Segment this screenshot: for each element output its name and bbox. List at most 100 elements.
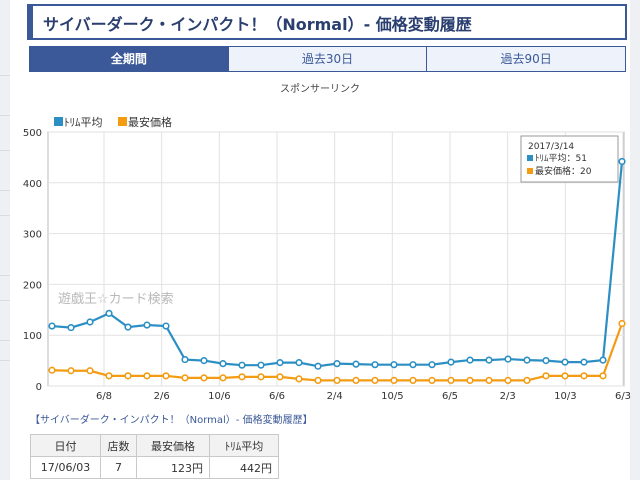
data-point-min-price[interactable] (409, 376, 417, 385)
data-point-trim-average[interactable] (200, 357, 208, 365)
data-point-trim-average[interactable] (504, 355, 512, 363)
data-point-trim-average[interactable] (86, 318, 94, 326)
data-point-trim-average[interactable] (371, 361, 379, 369)
period-tabs: 全期間 過去30日 過去90日 (29, 46, 627, 72)
chart-series (48, 157, 626, 385)
tooltip-trim-value: ﾄﾘﾑ平均：51 (535, 152, 587, 164)
chart-tooltip: 2017/3/14 ﾄﾘﾑ平均：51 最安価格：20 (520, 135, 619, 183)
data-point-min-price[interactable] (561, 372, 569, 380)
page-title: サイバーダーク・インパクト！（Normal）- 価格変動履歴 (43, 15, 472, 34)
data-point-min-price[interactable] (143, 372, 151, 380)
data-point-trim-average[interactable] (409, 361, 417, 369)
data-point-min-price[interactable] (48, 366, 56, 374)
tooltip-min-value: 最安価格：20 (535, 165, 592, 177)
data-point-trim-average[interactable] (447, 358, 455, 366)
column-header-shops: 店数 (100, 434, 137, 457)
data-point-min-price[interactable] (352, 376, 360, 385)
price-history-table: 日付 店数 最安価格 ﾄﾘﾑ平均 17/06/03 7 123円 442円 (30, 434, 279, 479)
data-point-min-price[interactable] (618, 319, 626, 328)
x-tick-label: 6/8 (96, 391, 112, 402)
data-point-min-price[interactable] (314, 376, 322, 385)
data-point-trim-average[interactable] (238, 361, 246, 369)
data-point-trim-average[interactable] (143, 321, 151, 329)
data-point-min-price[interactable] (86, 367, 94, 375)
tab-past-90-days[interactable]: 過去90日 (427, 46, 627, 72)
data-point-trim-average[interactable] (124, 323, 132, 331)
data-point-trim-average[interactable] (599, 356, 607, 364)
x-tick-label: 6/6 (269, 391, 285, 402)
x-tick-label: 10/5 (381, 391, 403, 402)
data-point-min-price[interactable] (485, 376, 493, 385)
legend-label-trim[interactable]: ﾄﾘﾑ平均 (64, 116, 103, 129)
x-tick-label: 2/3 (500, 391, 516, 402)
data-point-min-price[interactable] (523, 376, 531, 385)
data-point-min-price[interactable] (295, 375, 303, 383)
data-point-min-price[interactable] (105, 372, 113, 380)
data-point-min-price[interactable] (599, 372, 607, 380)
legend-swatch-trim (54, 117, 63, 126)
x-tick-label: 6/3 (615, 391, 631, 402)
tab-past-30-days[interactable]: 過去30日 (228, 46, 428, 72)
tooltip-swatch-trim (527, 155, 533, 161)
data-point-trim-average[interactable] (352, 360, 360, 368)
data-point-min-price[interactable] (333, 376, 341, 385)
data-point-trim-average[interactable] (523, 356, 531, 364)
tab-all-period[interactable]: 全期間 (29, 46, 229, 72)
x-tick-label: 6/5 (442, 391, 458, 402)
data-point-trim-average[interactable] (542, 357, 550, 365)
data-point-min-price[interactable] (276, 373, 284, 381)
data-point-trim-average[interactable] (618, 157, 626, 166)
sponsor-link-label: スポンサーリンク (280, 84, 360, 95)
data-point-min-price[interactable] (238, 373, 246, 381)
y-tick-label: 100 (23, 331, 42, 342)
data-point-trim-average[interactable] (162, 322, 170, 330)
data-point-min-price[interactable] (162, 372, 170, 380)
y-tick-label: 200 (23, 280, 42, 291)
data-point-min-price[interactable] (580, 372, 588, 380)
data-point-trim-average[interactable] (466, 356, 474, 364)
data-point-trim-average[interactable] (181, 355, 189, 364)
data-point-trim-average[interactable] (219, 360, 227, 368)
data-point-trim-average[interactable] (105, 309, 113, 317)
chart-legend: ﾄﾘﾑ平均 最安価格 (54, 115, 172, 129)
right-scrollbar-track[interactable] (630, 0, 640, 480)
data-point-min-price[interactable] (219, 374, 227, 382)
data-point-trim-average[interactable] (428, 361, 436, 369)
chart-gridlines (48, 131, 624, 387)
data-point-min-price[interactable] (181, 374, 189, 382)
data-point-min-price[interactable] (67, 367, 75, 375)
data-point-trim-average[interactable] (67, 323, 75, 332)
data-point-trim-average[interactable] (390, 361, 398, 369)
x-tick-label: 10/6 (208, 391, 230, 402)
data-point-min-price[interactable] (466, 376, 474, 385)
data-point-min-price[interactable] (390, 376, 398, 385)
tooltip-box (520, 135, 619, 183)
data-point-trim-average[interactable] (276, 359, 284, 367)
table-row: 17/06/03 7 123円 442円 (30, 456, 279, 479)
data-point-trim-average[interactable] (333, 360, 341, 368)
data-point-trim-average[interactable] (48, 322, 56, 330)
data-point-trim-average[interactable] (295, 359, 303, 367)
data-point-trim-average[interactable] (580, 358, 588, 366)
data-point-trim-average[interactable] (485, 356, 493, 364)
chart-caption: 【サイバーダーク・インパクト！（Normal）- 価格変動履歴】 (30, 415, 313, 426)
data-point-min-price[interactable] (124, 372, 132, 380)
data-point-min-price[interactable] (200, 374, 208, 382)
table-header-row: 日付 店数 最安価格 ﾄﾘﾑ平均 (30, 434, 279, 457)
data-point-min-price[interactable] (504, 376, 512, 385)
data-point-trim-average[interactable] (314, 362, 322, 370)
cell-trim-average: 442円 (209, 456, 279, 479)
column-header-min-price: 最安価格 (136, 434, 210, 457)
y-tick-label: 0 (36, 382, 42, 393)
x-tick-label: 2/6 (154, 391, 170, 402)
y-axis-tick-labels: 0 100 200 300 400 500 (23, 128, 42, 393)
data-point-min-price[interactable] (447, 376, 455, 385)
data-point-min-price[interactable] (257, 373, 265, 381)
data-point-min-price[interactable] (542, 372, 550, 380)
legend-label-min[interactable]: 最安価格 (128, 115, 172, 129)
series-min-price (48, 319, 626, 385)
data-point-trim-average[interactable] (561, 358, 569, 366)
data-point-min-price[interactable] (428, 376, 436, 385)
data-point-min-price[interactable] (371, 376, 379, 385)
data-point-trim-average[interactable] (257, 361, 265, 369)
